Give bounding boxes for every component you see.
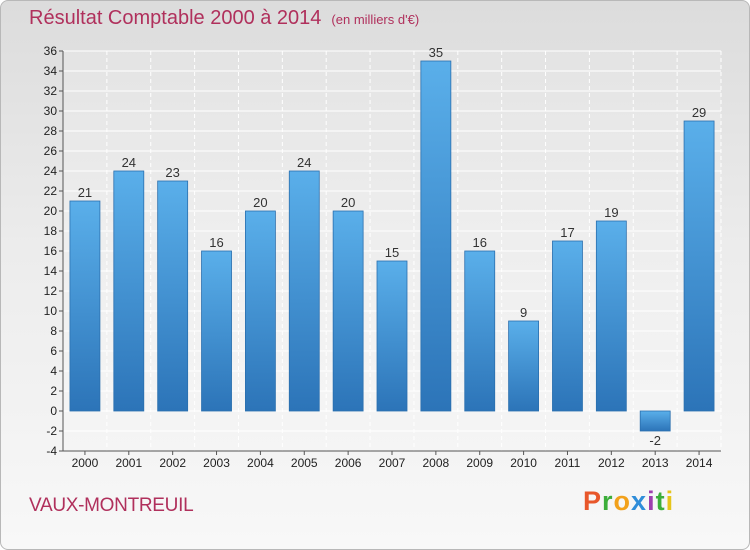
y-tick-label: 26 xyxy=(44,144,58,158)
bar-outline xyxy=(288,170,320,412)
bar-2002 xyxy=(157,181,188,411)
bar-2011 xyxy=(552,241,583,411)
chart-subtitle: (en milliers d'€) xyxy=(331,12,420,27)
data-label: 9 xyxy=(520,305,527,320)
data-label: 20 xyxy=(253,195,267,210)
y-tick-label: 24 xyxy=(44,164,58,178)
bar-2006 xyxy=(333,211,364,411)
y-tick-label: 18 xyxy=(44,224,58,238)
y-tick-label: 34 xyxy=(44,64,58,78)
bar-outline xyxy=(157,180,189,412)
x-tick-label: 2003 xyxy=(203,456,230,470)
label-layer: 21 24 23 16 20 24 20 15 35 16 9 17 19 -2 29 xyxy=(78,45,707,448)
data-label: 29 xyxy=(692,105,706,120)
y-tick-label: 0 xyxy=(50,404,57,418)
proxiti-logo: Proxiti xyxy=(583,486,674,517)
data-label: 20 xyxy=(341,195,355,210)
x-tick-label: 2000 xyxy=(72,456,99,470)
bar-outline xyxy=(420,60,452,412)
y-tick-label: 28 xyxy=(44,124,58,138)
bar-outline xyxy=(683,120,715,412)
bar-2014 xyxy=(684,121,715,411)
bar-outline xyxy=(244,210,276,412)
bar-layer xyxy=(69,60,715,432)
x-tick-label: 2008 xyxy=(423,456,450,470)
x-tick-label: 2010 xyxy=(510,456,537,470)
logo-letter: r xyxy=(602,486,614,516)
bar-outline xyxy=(113,170,145,412)
bar-2003 xyxy=(201,251,232,411)
y-tick-label: 8 xyxy=(50,324,57,338)
title-text: Résultat Comptable 2000 à 2014 xyxy=(29,7,322,29)
logo-letter: t xyxy=(655,486,666,516)
logo-letter: i xyxy=(647,486,656,516)
bar-outline xyxy=(552,240,583,412)
x-tick-label: 2011 xyxy=(555,456,581,470)
y-tick-label: 20 xyxy=(44,204,58,218)
x-tick-label: 2006 xyxy=(335,456,362,470)
bar-2001 xyxy=(113,171,144,411)
data-label: -2 xyxy=(649,433,661,448)
bar-outline xyxy=(201,250,232,412)
y-tick-label: -4 xyxy=(46,444,57,458)
axis-layer: -4-2024681012141618202224262830323436200… xyxy=(44,44,721,470)
y-tick-label: 36 xyxy=(44,44,58,58)
y-tick-label: 10 xyxy=(44,304,58,318)
data-label: 35 xyxy=(429,45,443,60)
data-label: 16 xyxy=(209,235,223,250)
bar-outline xyxy=(332,210,364,412)
y-tick-label: 12 xyxy=(44,284,58,298)
location-name: VAUX-MONTREUIL xyxy=(29,495,194,516)
x-tick-label: 2007 xyxy=(379,456,406,470)
bar-2005 xyxy=(289,171,320,411)
x-tick-label: 2009 xyxy=(466,456,493,470)
y-tick-label: 30 xyxy=(44,104,58,118)
x-tick-label: 2013 xyxy=(642,456,669,470)
logo-letter: x xyxy=(631,486,648,516)
data-label: 16 xyxy=(472,235,486,250)
data-label: 24 xyxy=(122,155,136,170)
x-tick-label: 2004 xyxy=(247,456,274,470)
data-label: 21 xyxy=(78,185,92,200)
bar-2007 xyxy=(377,261,407,411)
y-tick-label: 16 xyxy=(44,244,58,258)
y-tick-label: 32 xyxy=(44,84,58,98)
data-label: 15 xyxy=(385,245,399,260)
y-tick-label: 2 xyxy=(50,384,57,398)
bar-2009 xyxy=(464,251,495,411)
x-tick-label: 2002 xyxy=(159,456,186,470)
logo-letter: i xyxy=(665,486,675,516)
bar-2013 xyxy=(640,411,671,431)
x-tick-label: 2005 xyxy=(291,456,318,470)
bar-2004 xyxy=(245,211,276,411)
data-label: 24 xyxy=(297,155,311,170)
bar-outline xyxy=(595,220,627,412)
chart-title: Résultat Comptable 2000 à 2014 (en millie… xyxy=(29,7,419,30)
bar-outline xyxy=(69,200,101,412)
data-label: 19 xyxy=(604,205,618,220)
y-tick-label: 22 xyxy=(44,184,58,198)
bar-outline xyxy=(464,250,496,412)
bar-2008 xyxy=(420,61,451,411)
bar-2010 xyxy=(508,321,539,411)
bar-2000 xyxy=(69,201,100,411)
data-label: 23 xyxy=(165,165,179,180)
y-tick-label: -2 xyxy=(46,424,57,438)
bar-outline xyxy=(508,320,540,412)
bar-outline xyxy=(376,260,408,412)
bar-2012 xyxy=(596,221,627,411)
x-tick-label: 2012 xyxy=(598,456,625,470)
logo-letter: P xyxy=(583,486,603,516)
data-label: 17 xyxy=(560,225,574,240)
y-tick-label: 14 xyxy=(44,264,58,278)
logo-letter: o xyxy=(613,486,632,516)
y-tick-label: 4 xyxy=(50,364,57,378)
y-tick-label: 6 xyxy=(50,344,57,358)
x-tick-label: 2014 xyxy=(686,456,713,470)
x-tick-label: 2001 xyxy=(115,456,142,470)
bar-outline xyxy=(639,410,671,432)
